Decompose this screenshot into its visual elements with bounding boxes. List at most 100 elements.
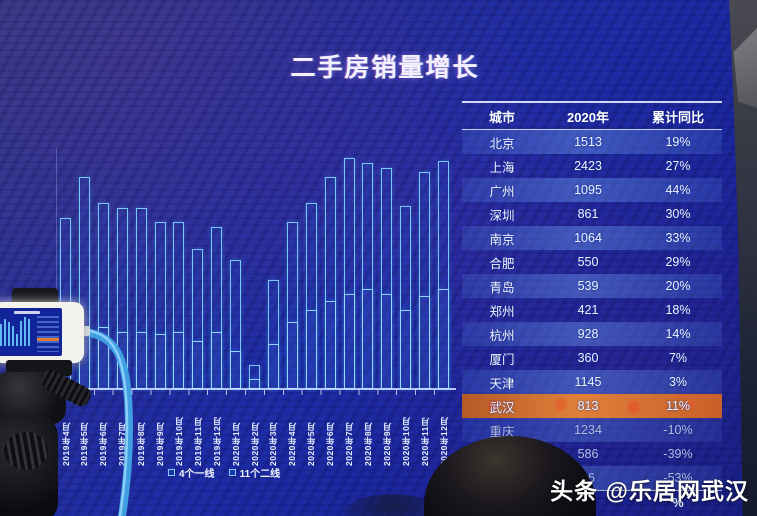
cell-yoy: % [672,496,684,510]
table-row: 天津 1145 3% [462,370,722,394]
cell-yoy: 30% [665,207,691,221]
cell-2020-value: 539 [577,279,599,293]
legend-item: 4个一线 [168,465,215,480]
x-axis-label: 2020年12月 [438,416,449,466]
phone-on-tripod [0,282,150,516]
cell-yoy: 11% [665,399,691,413]
cell-yoy: 29% [665,255,691,269]
x-axis-label: 2020年8月 [362,421,373,466]
x-axis-label: 2020年1月 [230,421,241,466]
phone-preview-bar [28,319,30,346]
table-header-row: 城市 2020年 累计同比 [462,103,722,130]
cell-city: 天津 [489,376,515,391]
bar-tier1 [192,341,204,389]
bar-tier1 [305,310,317,389]
phone-preview-table [37,316,59,352]
x-axis-label: 2019年11月 [192,417,203,466]
cell-yoy: 18% [665,303,691,317]
phone-preview-bar [0,324,2,346]
table-row: 北京 1513 19% [462,130,722,154]
bar-tier1 [154,334,166,389]
x-axis-ticks [56,390,453,395]
col-header-2020: 2020年 [567,109,609,125]
cell-2020-value: 1513 [574,135,602,149]
cell-yoy: 7% [668,351,688,365]
bar-tier1 [438,289,449,389]
recording-phone [0,302,84,363]
cell-city: 武汉 [489,400,515,415]
cell-city: 南京 [489,232,515,247]
x-axis-line [52,388,456,390]
legend-label: 11个二线 [239,469,281,480]
bar-chart-plot-area [56,148,453,389]
table-row: 郑州 421 18% [462,298,722,322]
phone-preview-bar [12,326,14,346]
phone-preview-title [14,311,40,314]
bar-tier1 [400,310,412,389]
table-row: 合肥 550 29% [462,250,722,274]
phone-preview-bar [16,334,18,346]
bar-tier1 [286,322,298,389]
cell-2020-value: 1095 [574,183,602,197]
bar-tier1 [343,294,355,389]
bar-tier1 [267,344,279,389]
x-axis-label: 2019年10月 [173,416,184,466]
cell-2020-value: 2423 [574,159,602,173]
cell-2020-value: 861 [577,207,599,221]
cell-city: 北京 [489,136,515,151]
table-row: 武汉 813 11% [462,394,722,418]
cell-yoy: 14% [665,327,691,341]
x-axis-label: 2020年11月 [419,417,430,466]
cell-city: 重庆 [489,424,515,439]
cell-2020-value: 360 [577,351,599,365]
cell-yoy: 44% [665,183,691,197]
cell-city: 上海 [489,160,515,175]
cell-2020-value: 928 [577,327,599,341]
cell-2020-value: 550 [577,255,599,269]
x-axis-label: 2019年9月 [155,421,165,466]
cell-yoy: 3% [668,375,688,389]
bar-tier1 [230,351,242,389]
phone-preview-bar [20,321,22,346]
phone-preview-bar [4,319,6,346]
cell-city: 郑州 [489,304,515,319]
slide-title: 二手房销量增长 [290,54,480,82]
x-axis-label: 2020年5月 [306,421,317,466]
cell-city: 厦门 [489,352,515,367]
bar-tier1 [173,332,185,389]
phone-preview-bar [24,317,26,346]
phone-preview-highlight-row [37,338,59,341]
bar-tier1 [324,301,336,389]
cell-yoy: -53% [663,471,693,485]
tripod-pan-knob [4,432,48,470]
table-row: 广州 1095 44% [462,178,722,202]
cell-city: 广州 [489,184,515,199]
x-axis-label: 2020年3月 [268,421,279,466]
cell-yoy: 19% [665,135,691,149]
cell-yoy: 20% [665,279,691,293]
bar-tier1 [381,294,393,389]
phone-screen-preview [0,308,62,356]
cell-2020-value: 586 [577,447,599,461]
legend-swatch-icon [228,469,236,476]
x-axis-label: 2020年2月 [249,421,260,466]
col-header-city: 城市 [488,109,515,125]
x-axis-label: 2019年12月 [211,416,222,466]
table-row: 青岛 539 20% [462,274,722,298]
table-row: 深圳 861 30% [462,202,722,226]
legend-item: 11个二线 [228,465,281,480]
legend-label: 4个一线 [179,469,215,480]
cell-yoy: -39% [663,447,693,461]
cell-yoy: 33% [665,231,691,245]
chart-legend: 4个一线 11个二线 [168,465,348,480]
x-axis-label: 2020年6月 [325,421,336,466]
table-row: 南京 1064 33% [462,226,722,250]
x-axis-label: 2020年10月 [400,416,411,466]
cell-2020-value: 421 [577,303,599,317]
cell-yoy: -10% [663,423,693,437]
bar-tier1 [362,289,374,389]
x-axis-label: 2020年4月 [287,421,298,466]
cell-2020-value: 1145 [574,375,602,389]
phone-clamp [12,288,58,305]
